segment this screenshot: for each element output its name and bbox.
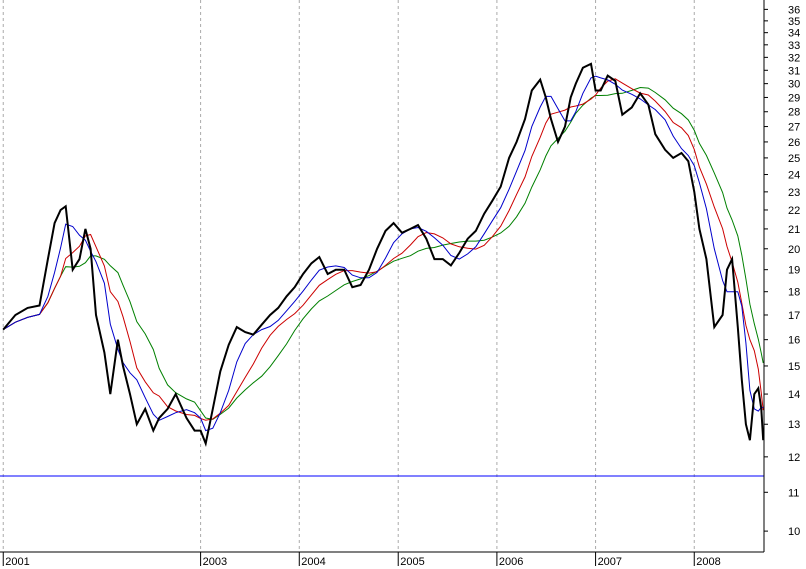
y-tick-label-24: 24 xyxy=(788,170,800,182)
y-tick-label-26: 26 xyxy=(788,137,800,149)
y-tick-label-27: 27 xyxy=(788,122,800,134)
y-tick-label-11: 11 xyxy=(788,487,799,499)
y-tick-label-22: 22 xyxy=(788,205,800,217)
vertical-gridlines xyxy=(2,0,695,552)
y-tick-label-21: 21 xyxy=(788,224,800,236)
y-tick-label-14: 14 xyxy=(788,389,800,401)
y-tick-label-15: 15 xyxy=(788,361,800,373)
y-tick-label-32: 32 xyxy=(788,52,800,64)
x-tick-label-2007: 2007 xyxy=(598,556,622,568)
y-tick-label-33: 33 xyxy=(788,40,800,52)
y-tick-label-29: 29 xyxy=(788,92,800,104)
y-tick-label-12: 12 xyxy=(788,452,800,464)
moving-average-long xyxy=(2,86,764,420)
x-tick-label-2004: 2004 xyxy=(301,556,325,568)
y-tick-label-16: 16 xyxy=(788,335,800,347)
y-tick-label-10: 10 xyxy=(788,526,800,538)
x-tick-label-2001: 2001 xyxy=(5,556,29,568)
y-tick-label-35: 35 xyxy=(788,16,800,28)
x-tick-label-2006: 2006 xyxy=(499,556,523,568)
y-axis-ticks: 10 11 12 13 14 15 16 17 18 19 20 21 22 23 24 25 26 27 28 29… xyxy=(764,4,800,538)
y-tick-label-34: 34 xyxy=(788,28,800,40)
series-layer xyxy=(2,62,765,447)
y-tick-label-19: 19 xyxy=(788,265,800,277)
y-tick-label-31: 31 xyxy=(788,65,800,77)
x-tick-label-2008: 2008 xyxy=(696,556,720,568)
y-tick-label-30: 30 xyxy=(788,79,800,91)
y-tick-label-17: 17 xyxy=(788,310,800,322)
x-tick-label-2005: 2005 xyxy=(400,556,424,568)
y-tick-label-20: 20 xyxy=(788,244,800,256)
y-tick-label-18: 18 xyxy=(788,287,800,299)
y-tick-label-23: 23 xyxy=(788,187,800,199)
y-tick-label-13: 13 xyxy=(788,419,800,431)
y-tick-label-25: 25 xyxy=(788,153,800,165)
x-tick-label-2003: 2003 xyxy=(203,556,227,568)
x-axis-ticks: 2001 2003 2004 2005 2006 2007 2008 xyxy=(2,552,721,568)
moving-average-medium xyxy=(2,78,764,421)
y-tick-label-28: 28 xyxy=(788,107,800,119)
y-tick-label-36: 36 xyxy=(788,4,800,16)
price-series-line xyxy=(2,62,765,447)
